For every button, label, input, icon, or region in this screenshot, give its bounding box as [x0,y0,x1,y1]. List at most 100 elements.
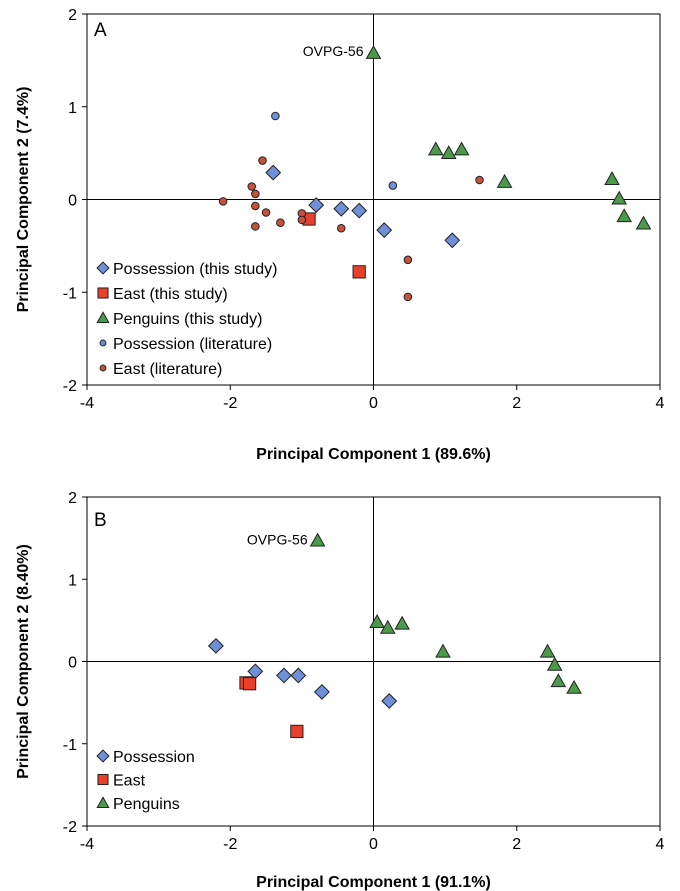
data-point [635,215,652,230]
legend-marker [96,796,110,808]
legend-marker [99,364,107,372]
data-point [207,637,224,654]
data-point [218,197,228,206]
x-axis-title: Principal Component 1 (91.1%) [256,874,491,891]
x-tick-label: 2 [512,395,521,412]
legend-marker [96,749,110,763]
data-point [313,684,330,700]
data-point [242,677,257,691]
y-axis-title: Principal Component 2 (8.40%) [15,544,32,779]
y-tick-label: -2 [63,378,77,395]
data-point [261,208,271,217]
data-point [496,173,513,188]
legend-marker [97,287,109,299]
y-tick-label: 1 [68,572,77,589]
annotation-label: OVPG-56 [247,532,308,548]
data-point [336,223,346,233]
x-tick-label: -4 [80,395,94,412]
data-point [453,141,470,156]
data-point [352,265,366,279]
x-tick-label: -2 [223,395,237,412]
y-axis-title: Principal Component 2 (7.4%) [15,87,32,313]
legend-marker [96,261,110,275]
data-point [440,145,457,160]
data-point [369,614,385,628]
series-penguins-this-study [365,44,652,230]
data-point [546,656,563,671]
data-point [365,44,382,59]
data-point [276,667,292,684]
legend-marker [96,311,110,323]
data-point [604,171,620,186]
x-tick-label: 4 [656,395,665,412]
legend-marker [97,773,109,786]
data-point [388,181,398,190]
series-east-literature [218,156,484,302]
y-tick-label: 1 [68,100,77,117]
series-possession-literature [271,111,398,190]
y-tick-label: -1 [63,285,77,302]
data-point [297,215,307,225]
data-point [403,255,413,265]
y-tick-label: -2 [63,819,77,836]
data-point [381,693,398,709]
y-tick-label: 2 [68,490,77,507]
legend-marker [99,339,107,347]
panel-label: B [94,510,107,531]
data-point [290,667,307,684]
legend-label: Possession (this study) [113,261,278,278]
data-point [427,141,444,156]
x-tick-label: 0 [369,395,378,412]
data-point [444,232,461,249]
data-point [251,222,260,231]
data-point [394,615,410,630]
data-point [251,201,260,211]
data-point [403,292,413,302]
series-possession [207,637,398,709]
legend-label: Possession (literature) [113,336,272,353]
data-point [616,208,633,223]
data-point [351,202,368,219]
data-point [290,724,304,739]
data-point [251,189,260,199]
y-tick-label: 2 [68,7,77,24]
data-point [550,673,567,688]
series-east [239,676,304,739]
y-tick-label: 0 [68,655,77,672]
data-point [271,111,280,121]
data-point [308,197,325,213]
data-point [258,156,267,165]
legend-label: Penguins [113,796,180,813]
data-point [435,643,451,658]
x-tick-label: 2 [512,836,521,853]
series-east-this-study [302,212,366,279]
legend-label: East [113,773,146,790]
y-tick-label: 0 [68,193,77,210]
legend: Possession (this study) East (this study)… [96,261,278,378]
x-tick-label: 0 [369,836,378,853]
data-point [265,164,282,181]
annotation-label: OVPG-56 [303,43,364,59]
data-point [276,218,285,227]
data-point [566,679,582,694]
data-point [309,532,326,547]
legend-label: Possession [113,749,195,766]
x-axis-title: Principal Component 1 (89.6%) [256,446,491,463]
data-point [475,175,484,185]
data-point [247,182,257,191]
legend-label: East (literature) [113,361,222,378]
legend-label: East (this study) [113,286,228,303]
data-point [333,200,350,217]
x-tick-label: -4 [80,836,94,853]
series-penguins [309,532,582,694]
y-tick-label: -1 [63,737,77,754]
series-possession-this-study [265,164,461,249]
legend-label: Penguins (this study) [113,311,262,328]
data-point [539,643,556,658]
data-point [380,619,396,634]
legend: Possession East Penguins [96,749,195,813]
data-point [376,222,393,239]
